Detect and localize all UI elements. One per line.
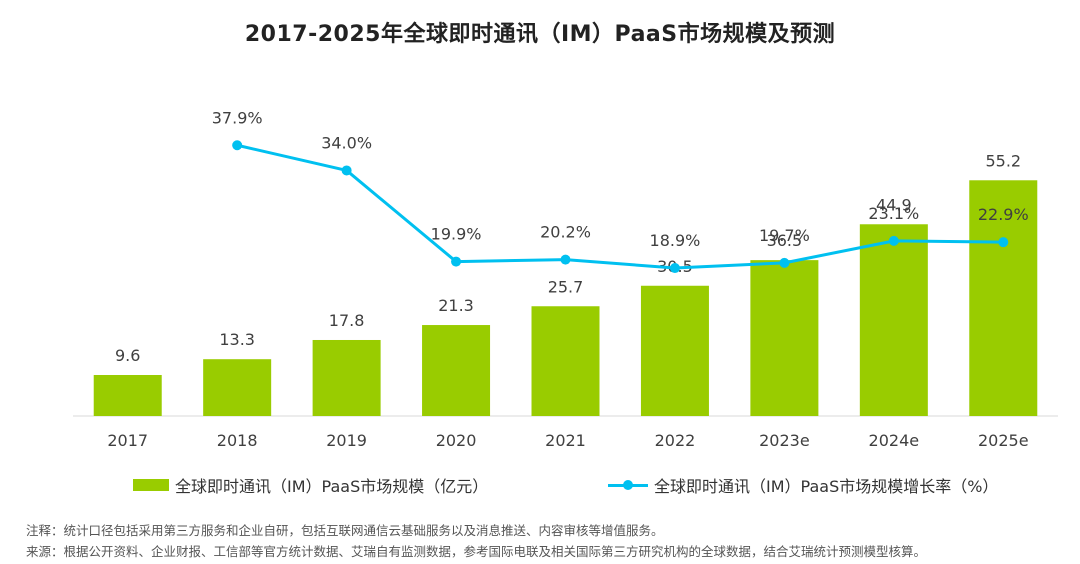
bar-value-label: 44.9 (876, 195, 912, 214)
x-tick-label: 2024e (869, 431, 920, 450)
bar (640, 285, 709, 416)
bar (203, 359, 272, 416)
growth-value-label: 19.7% (759, 226, 810, 245)
source-note: 来源：根据公开资料、企业财报、工信部等官方统计数据、艾瑞自有监测数据，参考国际电… (26, 544, 927, 559)
growth-point (779, 257, 790, 268)
x-tick-label: 2020 (436, 431, 477, 450)
bar (750, 260, 819, 416)
growth-value-label: 37.9% (212, 108, 263, 127)
bar-value-label: 21.3 (438, 296, 474, 315)
bar-value-label: 36.5 (767, 231, 803, 250)
growth-line (236, 143, 1004, 270)
x-tick-label: 2021 (545, 431, 586, 450)
growth-point (998, 237, 1009, 248)
growth-value-label: 23.1% (868, 204, 919, 223)
x-tick-label: 2018 (217, 431, 258, 450)
x-tick-label: 2025e (978, 431, 1029, 450)
growth-value-label: 18.9% (650, 231, 701, 250)
x-tick-label: 2017 (107, 431, 148, 450)
bar-value-label: 17.8 (329, 311, 365, 330)
bar (531, 306, 600, 416)
growth-point (669, 263, 680, 274)
growth-point (341, 165, 352, 176)
chart-plot: 9.6 2017 13.3 2018 17.8 2019 21.3 2020 25.7 2021 3… (73, 108, 1058, 450)
growth-value-label: 22.9% (978, 205, 1029, 224)
growth-point (560, 254, 571, 265)
bar (93, 375, 162, 416)
legend-swatch-bar (133, 479, 169, 491)
bar-value-label: 25.7 (548, 277, 584, 296)
bar (859, 224, 928, 416)
bar-value-label: 55.2 (985, 151, 1021, 170)
growth-point (888, 235, 899, 246)
legend-item-line: 全球即时通讯（IM）PaaS市场规模增长率（%） (608, 473, 998, 497)
chart-title: 2017-2025年全球即时通讯（IM）PaaS市场规模及预测 (244, 22, 836, 47)
growth-point (451, 256, 462, 267)
growth-value-label: 20.2% (540, 223, 591, 242)
x-tick-label: 2023e (759, 431, 810, 450)
bar (969, 180, 1038, 416)
bar (422, 325, 491, 416)
bar (312, 339, 381, 416)
growth-point (232, 140, 243, 151)
growth-value-label: 19.9% (431, 225, 482, 244)
legend-swatch-line (608, 479, 648, 491)
bar-value-label: 9.6 (115, 346, 140, 365)
bar-value-label: 13.3 (219, 330, 255, 349)
legend-item-bar: 全球即时通讯（IM）PaaS市场规模（亿元） (133, 473, 488, 497)
legend-label-bar: 全球即时通讯（IM）PaaS市场规模（亿元） (175, 477, 489, 496)
legend-label-line: 全球即时通讯（IM）PaaS市场规模增长率（%） (654, 477, 999, 496)
growth-value-label: 34.0% (321, 133, 372, 152)
x-tick-label: 2022 (655, 431, 696, 450)
footnote: 注释：统计口径包括采用第三方服务和企业自研，包括互联网通信云基础服务以及消息推送… (26, 523, 664, 538)
x-tick-label: 2019 (326, 431, 367, 450)
